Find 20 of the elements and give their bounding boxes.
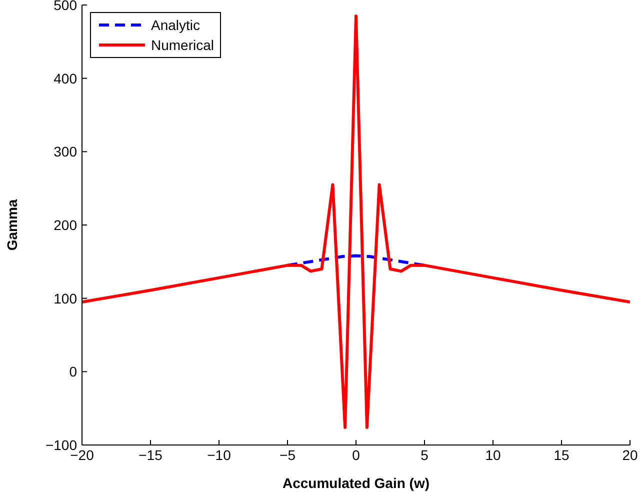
- legend-label: Analytic: [151, 17, 200, 33]
- x-axis-title: Accumulated Gain (w): [282, 475, 430, 491]
- y-tick-label: 400: [54, 70, 78, 86]
- x-tick-label: −15: [138, 446, 163, 463]
- line-series: [82, 14, 630, 429]
- y-tick-label: 0: [69, 364, 78, 380]
- x-tick-label: 0: [352, 446, 360, 463]
- legend-label: Numerical: [151, 37, 214, 53]
- line-series: [286, 254, 426, 267]
- x-tick-label: 10: [485, 446, 501, 463]
- y-axis-title: Gamma: [4, 199, 20, 251]
- y-tick-label: 200: [54, 216, 78, 233]
- y-tick-label: 100: [54, 290, 78, 306]
- x-tick-label: −10: [207, 446, 232, 463]
- x-tick-label: 15: [554, 446, 570, 463]
- x-tick-label: −5: [280, 446, 296, 463]
- x-tick-label: 5: [420, 446, 429, 463]
- x-tick-label: 20: [622, 446, 638, 463]
- y-tick-label: 500: [54, 0, 78, 13]
- y-tick-label: 300: [54, 144, 78, 160]
